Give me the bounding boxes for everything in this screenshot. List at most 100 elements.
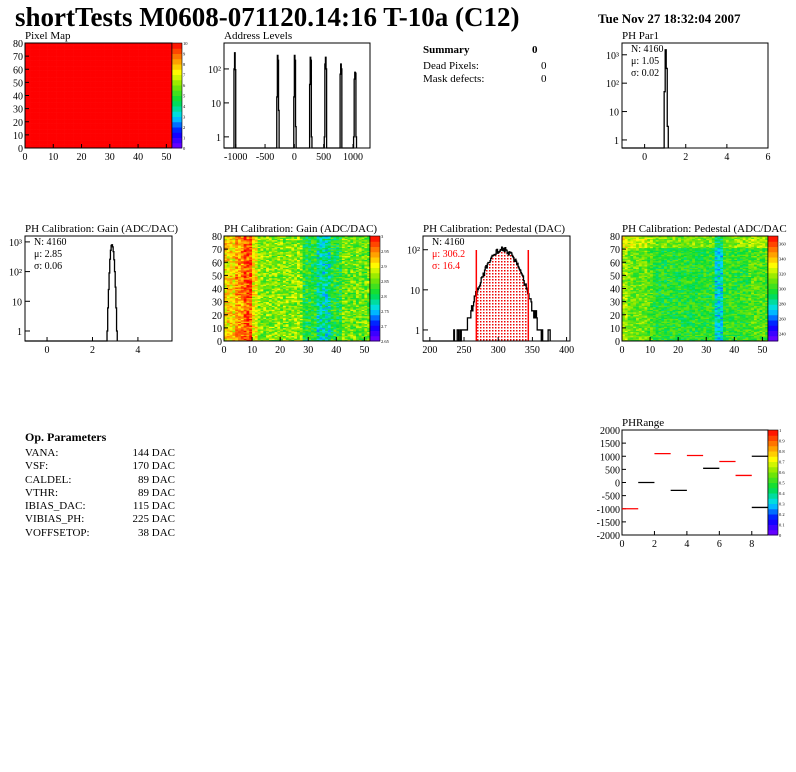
heatmap-cell xyxy=(104,127,108,129)
heatmap-cell xyxy=(81,49,85,52)
heatmap-cell xyxy=(75,123,80,125)
heatmap-cell xyxy=(169,64,173,66)
heatmap-cell xyxy=(53,73,57,75)
heatmap-cell xyxy=(166,144,170,146)
heatmap-cell xyxy=(92,137,96,140)
heatmap-cell xyxy=(152,132,156,134)
heatmap-cell xyxy=(44,60,48,62)
heatmap-cell xyxy=(140,91,145,94)
heatmap-cell xyxy=(238,281,242,284)
heatmap-cell xyxy=(90,64,94,66)
y-tick-label: 10 xyxy=(211,99,221,110)
heatmap-cell xyxy=(64,102,68,104)
heatmap-cell xyxy=(123,58,128,61)
heatmap-cell xyxy=(118,53,122,56)
heatmap-cell xyxy=(169,90,173,92)
heatmap-cell xyxy=(240,333,244,335)
heatmap-cell xyxy=(232,297,236,300)
heatmap-cell xyxy=(78,45,82,48)
heatmap-cell xyxy=(240,304,244,306)
heatmap-cell xyxy=(73,75,77,78)
heatmap-cell xyxy=(30,44,34,46)
heatmap-cell xyxy=(61,88,65,91)
heatmap-cell xyxy=(243,250,247,253)
heatmap-cell xyxy=(240,320,244,322)
heatmap-cell xyxy=(149,111,153,113)
heatmap-cell xyxy=(58,86,63,88)
heatmap-cell xyxy=(53,50,57,53)
heatmap-cell xyxy=(98,144,102,146)
heatmap-cell xyxy=(67,60,71,62)
heatmap-cell xyxy=(44,91,48,94)
heatmap-cell xyxy=(104,99,108,102)
heatmap-cell xyxy=(226,314,230,317)
heatmap-cell xyxy=(95,71,99,74)
heatmap-cell xyxy=(50,94,54,96)
heatmap-cell xyxy=(106,146,111,149)
heatmap-cell xyxy=(64,123,68,125)
heatmap-cell xyxy=(138,106,142,108)
heatmap-cell xyxy=(224,274,228,276)
heatmap-cell xyxy=(112,65,116,67)
heatmap-cell xyxy=(53,145,57,147)
heatmap-cell xyxy=(101,129,105,132)
heatmap-cell xyxy=(27,92,31,95)
heatmap-cell xyxy=(138,125,142,128)
heatmap-cell xyxy=(104,73,108,75)
heatmap-cell xyxy=(146,87,150,90)
heatmap-cell xyxy=(92,140,96,142)
heatmap-cell xyxy=(36,60,40,62)
heatmap-cell xyxy=(157,99,161,102)
heatmap-cell xyxy=(166,57,170,60)
heatmap-cell xyxy=(121,142,125,145)
heatmap-cell xyxy=(50,48,54,50)
heatmap-cell xyxy=(157,133,161,136)
heatmap-cell xyxy=(112,66,116,69)
heatmap-cell xyxy=(118,133,122,136)
heatmap-cell xyxy=(232,291,236,293)
heatmap-cell xyxy=(39,62,43,65)
heatmap-cell xyxy=(112,117,116,120)
heatmap-cell xyxy=(58,134,63,137)
heatmap-cell xyxy=(123,134,128,137)
heatmap-cell xyxy=(50,146,54,149)
heatmap-cell xyxy=(166,142,170,145)
heatmap-cell xyxy=(118,98,122,100)
heatmap-cell xyxy=(39,46,43,49)
heatmap-cell xyxy=(84,99,88,102)
heatmap-cell xyxy=(238,320,242,322)
heatmap-cell xyxy=(39,44,43,46)
heatmap-cell xyxy=(166,112,170,115)
heatmap-cell xyxy=(166,104,170,107)
heatmap-cell xyxy=(90,103,94,105)
heatmap-cell xyxy=(109,146,113,149)
heatmap-cell xyxy=(160,142,164,145)
heatmap-cell xyxy=(146,140,150,142)
heatmap-cell xyxy=(101,67,105,70)
palette-tick-label: 8 xyxy=(183,62,186,67)
heatmap-cell xyxy=(98,92,102,95)
heatmap-cell xyxy=(155,75,159,78)
heatmap-cell xyxy=(163,77,167,79)
heatmap-cell xyxy=(240,239,244,242)
heatmap-cell xyxy=(106,85,111,87)
heatmap-cell xyxy=(238,283,242,285)
heatmap-cell xyxy=(115,128,119,130)
heatmap-cell xyxy=(90,112,94,115)
heatmap-cell xyxy=(33,62,37,65)
heatmap-cell xyxy=(30,53,34,56)
heatmap-cell xyxy=(84,140,88,142)
heatmap-cell xyxy=(67,58,71,61)
heatmap-cell xyxy=(132,62,136,65)
heatmap-cell xyxy=(166,96,170,99)
heatmap-cell xyxy=(58,91,63,94)
heatmap-cell xyxy=(75,109,80,112)
heatmap-cell xyxy=(84,123,88,125)
heatmap-cell xyxy=(61,49,65,52)
heatmap-cell xyxy=(238,326,242,329)
heatmap-cell xyxy=(67,120,71,123)
heatmap-cell xyxy=(92,77,96,79)
heatmap-cell xyxy=(92,94,96,96)
heatmap-cell xyxy=(44,96,48,99)
heatmap-cell xyxy=(140,117,145,120)
